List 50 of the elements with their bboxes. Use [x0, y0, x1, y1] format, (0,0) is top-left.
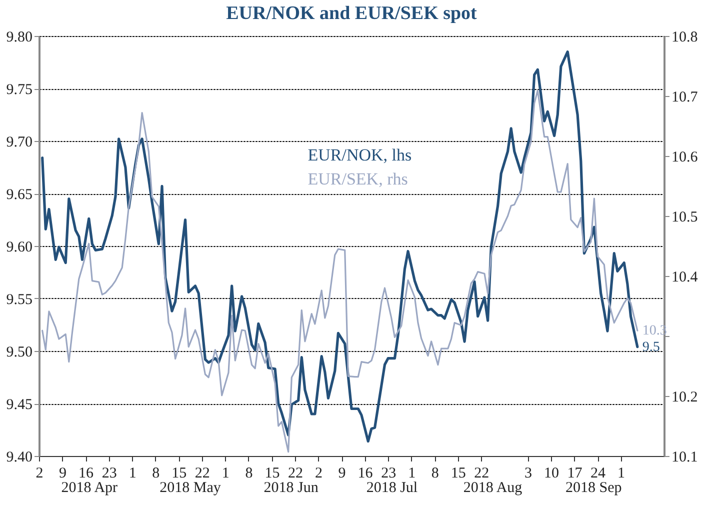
x-tick-label: 24 — [590, 466, 606, 482]
x-tick-label: 15 — [264, 466, 280, 482]
y2-tick-label: 10.2 — [672, 390, 698, 406]
y2-tick-label: 10.6 — [672, 150, 698, 166]
y-tick-label: 9.70 — [6, 134, 32, 150]
x-tick-label: 23 — [381, 466, 396, 482]
x-tick-label: 2 — [36, 466, 44, 482]
x-tick-label: 9 — [338, 466, 346, 482]
y-tick-label: 9.60 — [6, 240, 32, 256]
x-tick-label: 22 — [194, 466, 210, 482]
x-tick-label: 22 — [288, 466, 303, 482]
x-tick-label: 8 — [152, 466, 160, 482]
y-tick-label: 9.75 — [6, 82, 32, 98]
text: 2018 Sep — [566, 480, 622, 496]
x-tick-label: 1 — [408, 466, 416, 482]
x-tick-label: 15 — [450, 466, 466, 482]
y2-tick-label: 10.7 — [672, 90, 698, 106]
x-tick-label: 16 — [78, 466, 94, 482]
x-tick-label: 8 — [431, 466, 439, 482]
y-tick-label: 9.65 — [6, 187, 32, 203]
x-tick-label: 10 — [544, 466, 559, 482]
text: 2018 May — [160, 480, 222, 496]
x-tick-label: 1 — [222, 466, 230, 482]
x-tick-label: 17 — [567, 466, 583, 482]
x-tick-label: 1 — [128, 466, 136, 482]
text: 2018 Apr — [61, 480, 118, 496]
text: EUR/NOK, lhs — [308, 146, 412, 165]
text: EUR/SEK, rhs — [308, 170, 408, 189]
y-tick-label: 9.80 — [6, 30, 32, 46]
chart-title: EUR/NOK and EUR/SEK spot — [226, 3, 478, 24]
text: 2018 Jun — [264, 480, 319, 496]
x-tick-label: 3 — [524, 466, 532, 482]
y2-tick-label: 10.4 — [672, 270, 698, 286]
y-tick-label: 9.40 — [6, 450, 32, 466]
x-tick-label: 9 — [59, 466, 67, 482]
x-tick-label: 2 — [315, 466, 323, 482]
x-tick-label: 22 — [474, 466, 490, 482]
x-tick-label: 15 — [172, 466, 187, 482]
x-tick-label: 1 — [618, 466, 626, 482]
y2-tick-label: 10.5 — [672, 210, 698, 226]
y-tick-label: 9.55 — [6, 292, 32, 308]
y2-tick-label: 10.1 — [672, 450, 698, 466]
y2-tick-label: 10.8 — [672, 30, 698, 46]
x-tick-label: 23 — [102, 466, 117, 482]
x-tick-label: 8 — [245, 466, 253, 482]
x-tick-label: 16 — [358, 466, 374, 482]
y-tick-label: 9.45 — [6, 397, 32, 413]
y-tick-label: 9.50 — [6, 344, 32, 360]
text: 2018 Jul — [366, 480, 418, 496]
text: 2018 Aug — [463, 480, 523, 496]
